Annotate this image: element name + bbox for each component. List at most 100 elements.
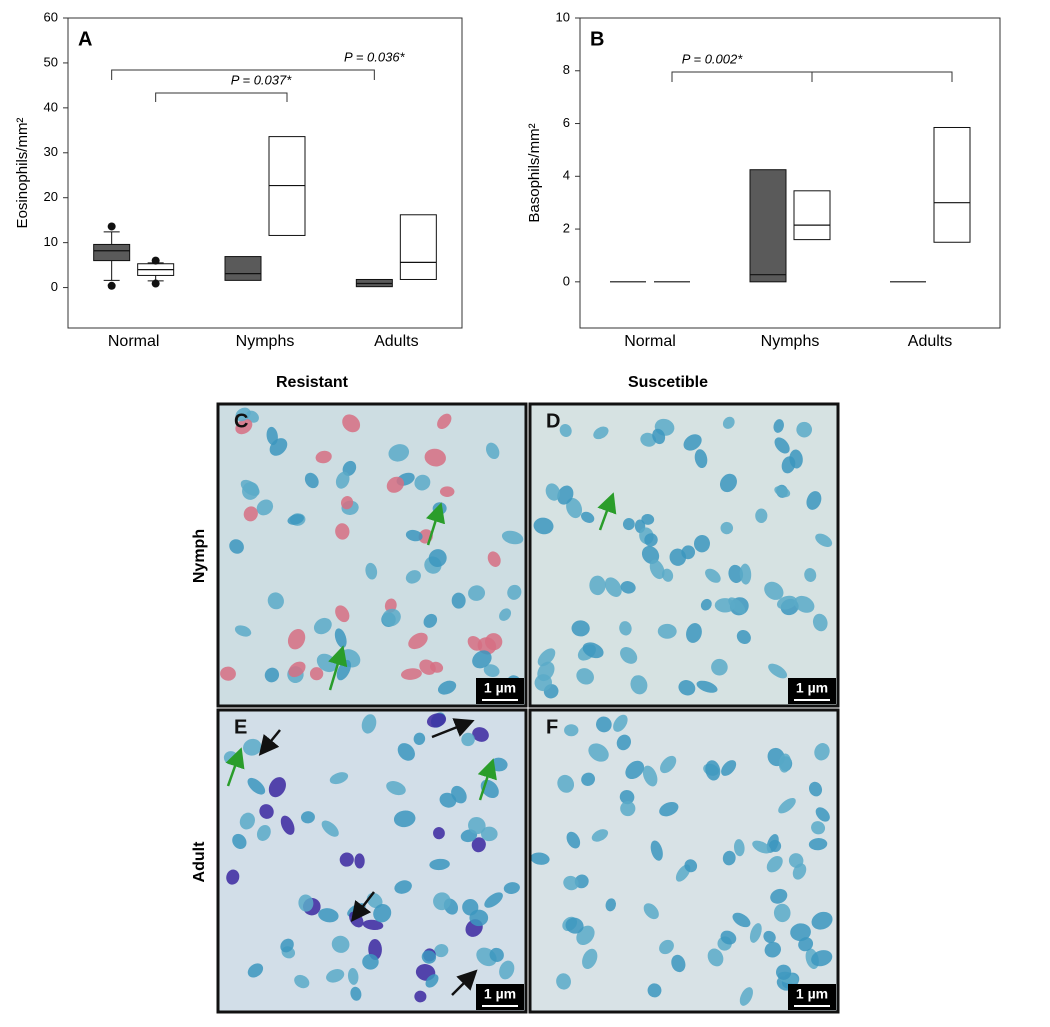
cell — [229, 539, 244, 554]
cell — [619, 621, 632, 636]
cell — [556, 973, 571, 990]
cell — [484, 892, 503, 908]
cell — [661, 568, 674, 582]
cell — [408, 632, 428, 650]
outlier — [107, 281, 116, 290]
cell — [705, 568, 721, 583]
cell — [696, 680, 718, 693]
scale-bar: 1 µm — [796, 680, 828, 696]
cell — [247, 777, 266, 795]
cell — [722, 850, 736, 866]
cell — [693, 534, 710, 553]
cell — [439, 486, 455, 497]
cell — [576, 668, 594, 685]
cell — [790, 923, 811, 942]
cell — [622, 518, 635, 531]
cell — [462, 898, 479, 916]
cell — [472, 727, 489, 742]
cell — [335, 605, 350, 623]
cell — [613, 714, 628, 732]
cell — [773, 903, 791, 923]
cell — [768, 663, 788, 679]
cell — [794, 595, 815, 613]
cell — [533, 517, 554, 535]
cell — [373, 904, 392, 923]
cell — [581, 511, 595, 523]
cell — [428, 549, 447, 567]
cell — [659, 801, 679, 817]
cell — [239, 812, 255, 830]
cell — [468, 585, 486, 601]
cell — [563, 875, 579, 891]
cell — [423, 613, 438, 628]
cell — [259, 804, 274, 819]
cell — [582, 948, 598, 970]
cell — [776, 964, 792, 980]
arrow — [258, 729, 281, 756]
cell — [267, 592, 284, 610]
micrograph-border — [216, 708, 528, 1014]
cell — [798, 937, 814, 952]
y-tick-label: 10 — [44, 234, 58, 249]
cell — [582, 642, 604, 659]
cell — [565, 917, 584, 934]
bracket — [111, 69, 375, 80]
cell — [315, 450, 332, 464]
cell — [220, 666, 236, 681]
micrograph-grid: C 1 µm D 1 µm E 1 µm F 1 µm — [216, 402, 840, 1014]
cell — [619, 789, 635, 805]
plot-frame — [67, 17, 463, 329]
cell — [808, 838, 828, 851]
cell — [814, 743, 830, 761]
cell — [557, 485, 574, 505]
cell — [487, 551, 501, 567]
cell — [388, 444, 410, 462]
y-tick-label: 50 — [44, 54, 58, 69]
column-label: Suscetible — [628, 374, 708, 391]
cell — [652, 428, 666, 445]
cell — [766, 855, 783, 873]
cell — [530, 852, 550, 865]
cell — [796, 421, 812, 438]
cell — [243, 506, 258, 522]
cell — [331, 935, 350, 953]
cell — [240, 479, 260, 496]
cell — [566, 831, 581, 849]
micrograph-border — [528, 708, 840, 1014]
cell — [811, 911, 833, 930]
cell — [309, 667, 324, 681]
outlier — [107, 222, 116, 231]
cell — [678, 680, 696, 696]
cell — [405, 570, 421, 584]
panel-label: E — [234, 716, 247, 738]
cell — [728, 564, 744, 583]
cell — [811, 821, 826, 835]
cell — [650, 840, 663, 861]
cell — [335, 471, 350, 489]
cell — [339, 852, 354, 867]
y-tick-label: 30 — [44, 144, 58, 159]
cell — [421, 950, 437, 964]
cell — [397, 743, 415, 761]
y-axis-label: Basophils/mm² — [526, 123, 543, 222]
cell — [300, 811, 315, 824]
cell — [732, 912, 751, 928]
cell — [733, 839, 745, 857]
cell — [770, 888, 788, 904]
cell — [707, 948, 724, 967]
cell — [714, 598, 736, 613]
cell — [334, 628, 347, 648]
cell — [642, 765, 658, 787]
scale-bar: 1 µm — [484, 680, 516, 696]
cell — [425, 974, 439, 988]
cell — [545, 483, 561, 501]
cell — [722, 416, 735, 429]
y-tick-label: 0 — [51, 279, 58, 294]
cell — [773, 419, 784, 433]
arrow — [425, 502, 446, 546]
cell — [778, 753, 792, 773]
cell — [414, 990, 427, 1003]
cell — [426, 713, 447, 728]
cell — [393, 810, 416, 828]
